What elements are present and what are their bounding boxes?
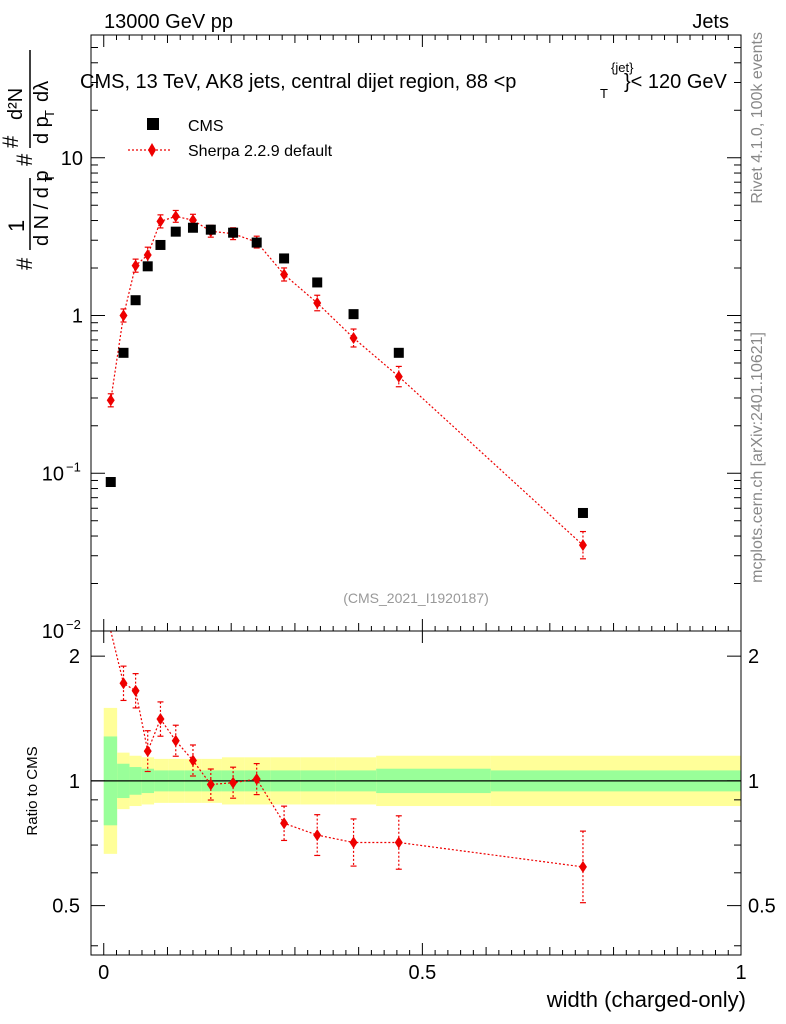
ratio-sherpa-point bbox=[156, 713, 165, 726]
legend-sherpa-marker bbox=[148, 143, 156, 157]
title-tail: }< 120 GeV bbox=[624, 71, 728, 93]
sherpa-point bbox=[119, 309, 128, 322]
cms-point bbox=[279, 253, 290, 264]
ratio-sherpa-point bbox=[252, 773, 261, 786]
cms-point bbox=[142, 261, 153, 272]
ratio-sherpa-point bbox=[206, 778, 215, 791]
title-superscript: {jet} bbox=[611, 60, 634, 75]
ylabel-d2n: d²N bbox=[5, 88, 27, 120]
ratio-y-tick-label-left: 1 bbox=[69, 771, 80, 793]
cms-point bbox=[393, 347, 404, 358]
ratio-sherpa-point bbox=[394, 836, 403, 849]
ratio-sherpa-point bbox=[280, 817, 289, 830]
mcplots-label: mcplots.cern.ch [arXiv:2401.10621] bbox=[749, 332, 766, 583]
title-main: CMS, 13 TeV, AK8 jets, central dijet reg… bbox=[80, 71, 516, 93]
x-tick-label: 0.5 bbox=[408, 962, 436, 984]
header-right: Jets bbox=[692, 11, 729, 33]
cms-point bbox=[170, 226, 181, 237]
cms-point bbox=[105, 477, 116, 488]
ratio-sherpa-point bbox=[349, 836, 358, 849]
ratio-sherpa-point bbox=[578, 860, 587, 873]
plot-title: CMS, 13 TeV, AK8 jets, central dijet reg… bbox=[80, 60, 728, 101]
cms-point bbox=[130, 295, 141, 306]
sherpa-point bbox=[394, 370, 403, 383]
sherpa-point bbox=[143, 248, 152, 261]
cms-point bbox=[228, 227, 239, 238]
x-tick-label: 0 bbox=[98, 962, 109, 984]
ratio-sherpa-point bbox=[131, 684, 140, 697]
sherpa-point bbox=[578, 539, 587, 552]
cms-point bbox=[118, 347, 129, 358]
title-subscript: T bbox=[600, 86, 608, 101]
cms-point bbox=[577, 507, 588, 518]
sherpa-point bbox=[349, 332, 358, 345]
ratio-sherpa-line bbox=[110, 630, 584, 868]
ratio-y-axis-label: Ratio to CMS bbox=[24, 746, 41, 835]
ratio-sherpa-point bbox=[229, 776, 238, 789]
ylabel-hash-1: # bbox=[12, 257, 37, 270]
ratio-sherpa-point bbox=[188, 754, 197, 767]
legend-cms-label: CMS bbox=[188, 118, 224, 135]
sherpa-point bbox=[106, 394, 115, 407]
ylabel-hash-2: # bbox=[12, 153, 37, 166]
sherpa-point bbox=[171, 210, 180, 223]
y-tick-exponent: −1 bbox=[66, 459, 81, 474]
y-tick-label: 10 bbox=[42, 621, 64, 643]
legend-cms-marker bbox=[147, 118, 159, 130]
ratio-y-tick-label-right: 1 bbox=[748, 771, 759, 793]
cms-point bbox=[348, 309, 359, 320]
ratio-plot-frame bbox=[90, 630, 742, 956]
ratio-y-tick-label-right: 2 bbox=[748, 646, 759, 668]
ylabel-dp: d p bbox=[31, 116, 53, 144]
y-tick-exponent: −2 bbox=[66, 617, 81, 632]
ylabel-hash-3: # bbox=[0, 135, 23, 148]
cms-point bbox=[312, 277, 323, 288]
main-y-axis-label: # 1 d N / d p T # # d²N d p T dλ bbox=[0, 50, 57, 270]
x-axis-label: width (charged-only) bbox=[546, 987, 746, 1012]
ratio-plot-content bbox=[91, 630, 741, 904]
ratio-sherpa-point bbox=[119, 677, 128, 690]
ratio-y-tick-label-left: 2 bbox=[69, 646, 80, 668]
y-tick-label: 10 bbox=[61, 148, 83, 170]
sherpa-point bbox=[280, 268, 289, 281]
y-tick-label: 10 bbox=[42, 463, 64, 485]
cms-point bbox=[205, 224, 216, 235]
ratio-y-tick-label-right: 0.5 bbox=[748, 896, 776, 918]
analysis-watermark: (CMS_2021_I1920187) bbox=[343, 590, 489, 606]
cms-point bbox=[155, 239, 166, 250]
ylabel-dlambda: dλ bbox=[31, 81, 53, 102]
sherpa-point bbox=[313, 297, 322, 310]
x-tick-label: 1 bbox=[735, 962, 746, 984]
ylabel-dn: d N / d p bbox=[31, 170, 53, 246]
ratio-y-tick-label-left: 0.5 bbox=[52, 896, 80, 918]
ylabel-t-1: T bbox=[42, 174, 57, 182]
sherpa-point bbox=[131, 259, 140, 272]
sherpa-point bbox=[156, 215, 165, 228]
header-left: 13000 GeV pp bbox=[104, 11, 233, 33]
rivet-label: Rivet 4.1.0, 100k events bbox=[749, 32, 766, 204]
cms-point bbox=[251, 237, 262, 248]
cms-point bbox=[187, 222, 198, 233]
legend: CMS Sherpa 2.2.9 default bbox=[128, 118, 333, 160]
ylabel-t-2: T bbox=[42, 110, 57, 118]
ylabel-one: 1 bbox=[4, 220, 29, 232]
main-plot-content bbox=[105, 209, 588, 560]
ratio-sherpa-point bbox=[313, 829, 322, 842]
ratio-sherpa-point bbox=[171, 734, 180, 747]
y-tick-label: 1 bbox=[72, 306, 83, 328]
ratio-sherpa-point bbox=[143, 745, 152, 758]
legend-sherpa-label: Sherpa 2.2.9 default bbox=[188, 143, 333, 160]
